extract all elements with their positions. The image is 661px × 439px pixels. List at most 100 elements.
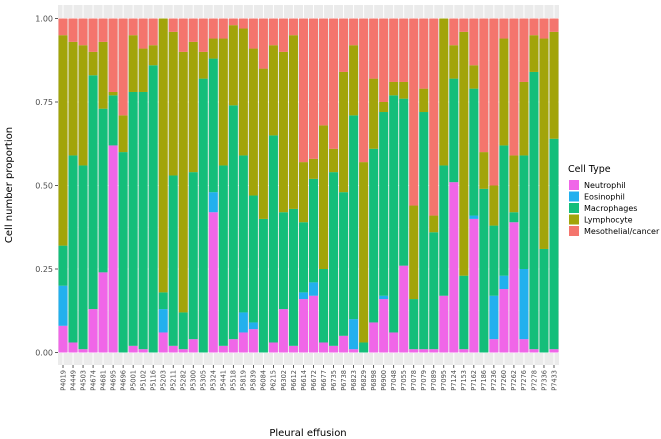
bar-segment-mesothelial-cancer-p5300 [188,18,198,42]
bar-segment-lymphocyte-p5102 [138,48,148,92]
x-tick-label-p5441: P5441 [220,370,228,391]
y-tick-label: 0.50 [35,182,53,191]
bar-segment-lymphocyte-p6677 [319,125,329,269]
bar-segment-lymphocyte-p4674 [88,51,98,76]
legend-label-mesothelial-cancer: Mesothelial/cancer [584,227,660,236]
x-tick-label-p7162: P7162 [470,370,478,391]
bar-segment-neutrophil-p7078 [409,349,419,353]
bar-segment-eosinophil-p4019 [58,285,68,326]
legend-title: Cell Type [568,164,611,175]
bar-segment-neutrophil-p7162 [469,218,479,353]
bar-segment-neutrophil-p4503 [78,349,88,353]
bar-segment-neutrophil-p6612 [288,345,298,353]
bar-segment-neutrophil-p5324 [208,212,218,353]
bar-segment-macrophages-p6898 [369,148,379,323]
bar-segment-mesothelial-cancer-p7055 [399,18,409,82]
x-tick-label-p6302: P6302 [280,370,288,391]
x-tick-label-p7153: P7153 [460,370,468,391]
bar-segment-lymphocyte-p6900 [379,102,389,113]
bar-segment-macrophages-p7153 [459,275,469,350]
bar-segment-neutrophil-p5819 [238,332,248,353]
x-axis-title: Pleural effusion [269,428,346,439]
bar-segment-macrophages-p6672 [309,178,319,283]
bar-segment-lymphocyte-p7048 [389,81,399,96]
bar-segment-macrophages-p7124 [449,78,459,183]
bar-segment-eosinophil-p6823 [349,319,359,350]
bar-segment-mesothelial-cancer-p7186 [479,18,489,153]
bar-segment-mesothelial-cancer-p7433 [549,18,559,32]
bar-segment-neutrophil-p7278 [529,349,539,353]
bar-segment-mesothelial-cancer-p6084 [258,18,268,69]
x-tick-label-p7079: P7079 [420,370,428,391]
bar-segment-macrophages-p6735 [329,172,339,346]
bar-segment-lymphocyte-p6829 [359,162,369,343]
x-tick-label-p5839: P5839 [250,370,258,391]
bar-segment-mesothelial-cancer-p5324 [208,18,218,39]
bar-segment-neutrophil-p4019 [58,325,68,353]
legend-label-macrophages: Macrophages [584,204,637,213]
bar-segment-lymphocyte-p6084 [258,68,268,219]
legend: Cell Type Neutrophil Eosinophil Macrophage… [568,164,660,236]
bar-segment-mesothelial-cancer-p6612 [288,18,298,36]
bar-segment-neutrophil-p7079 [419,349,429,353]
x-tick-label-p5203: P5203 [160,370,168,391]
x-tick-label-p6614: P6614 [300,370,308,391]
bar-segment-neutrophil-p7260 [499,289,509,353]
bar-segment-eosinophil-p6900 [379,295,389,300]
bar-segment-macrophages-p6738 [339,192,349,336]
bar-segment-macrophages-p5211 [168,175,178,346]
bar-segment-macrophages-p6084 [258,218,268,353]
bar-segment-lymphocyte-p7089 [429,215,439,233]
bar-segment-mesothelial-cancer-p5305 [198,18,208,52]
bar-segment-neutrophil-p6215 [268,342,278,353]
x-tick-label-p7236: P7236 [490,370,498,391]
bar-segment-lymphocyte-p7124 [449,45,459,79]
x-tick-label-p5211: P5211 [170,370,178,391]
x-tick-label-p7186: P7186 [480,370,488,391]
bar-segment-neutrophil-p5441 [218,345,228,353]
bar-segment-macrophages-p4674 [88,75,98,310]
bar-segment-macrophages-p5518 [228,105,238,340]
bar-segment-lymphocyte-p7055 [399,81,409,99]
bar-segment-neutrophil-p5282 [178,349,188,353]
x-tick-label-p5300: P5300 [190,370,198,391]
bar-segment-macrophages-p6302 [278,212,288,310]
x-tick-label-p7095: P7095 [440,370,448,391]
bar-segment-macrophages-p7186 [479,188,489,353]
bar-segment-lymphocyte-p7278 [529,35,539,72]
bar-segment-macrophages-p4695 [108,95,118,146]
bar-segment-mesothelial-cancer-p7276 [519,18,529,82]
x-tick-label-p7055: P7055 [400,370,408,391]
bar-segment-neutrophil-p7262 [509,222,519,353]
bar-segment-mesothelial-cancer-p7278 [529,18,539,36]
x-tick-label-p7262: P7262 [510,370,518,391]
bar-segment-neutrophil-p6677 [319,342,329,353]
bar-segment-lymphocyte-p6738 [339,71,349,193]
x-tick-label-p6900: P6900 [380,370,388,391]
bar-segment-mesothelial-cancer-p4449 [68,18,78,42]
x-tick-label-p4674: P4674 [89,370,97,391]
bar-segment-mesothelial-cancer-p4019 [58,18,68,36]
bar-segment-neutrophil-p5839 [248,329,258,353]
x-tick-label-p4696: P4696 [119,370,127,391]
bar-segment-eosinophil-p5819 [238,312,248,333]
bar-segment-neutrophil-p5518 [228,339,238,353]
bar-segment-mesothelial-cancer-p6900 [379,18,389,102]
bar-segment-eosinophil-p6672 [309,282,319,296]
bar-segment-neutrophil-p7095 [439,295,449,353]
bar-segment-mesothelial-cancer-p7262 [509,18,519,156]
x-tick-label-p4019: P4019 [59,370,67,391]
bar-segment-lymphocyte-p4503 [78,45,88,166]
bar-segment-neutrophil-p6302 [278,309,288,353]
x-tick-label-p7048: P7048 [390,370,398,391]
y-axis-title: Cell number proportion [4,127,15,243]
bar-segment-eosinophil-p5324 [208,192,218,213]
bar-segment-mesothelial-cancer-p7162 [469,18,479,66]
bar-segment-lymphocyte-p4695 [108,91,118,96]
bar-segment-neutrophil-p5211 [168,345,178,353]
x-tick-label-p5001: P5001 [129,370,137,391]
bar-segment-mesothelial-cancer-p5441 [218,18,228,39]
bar-segment-macrophages-p6215 [268,135,278,343]
y-tick-label: 0.00 [35,349,53,358]
